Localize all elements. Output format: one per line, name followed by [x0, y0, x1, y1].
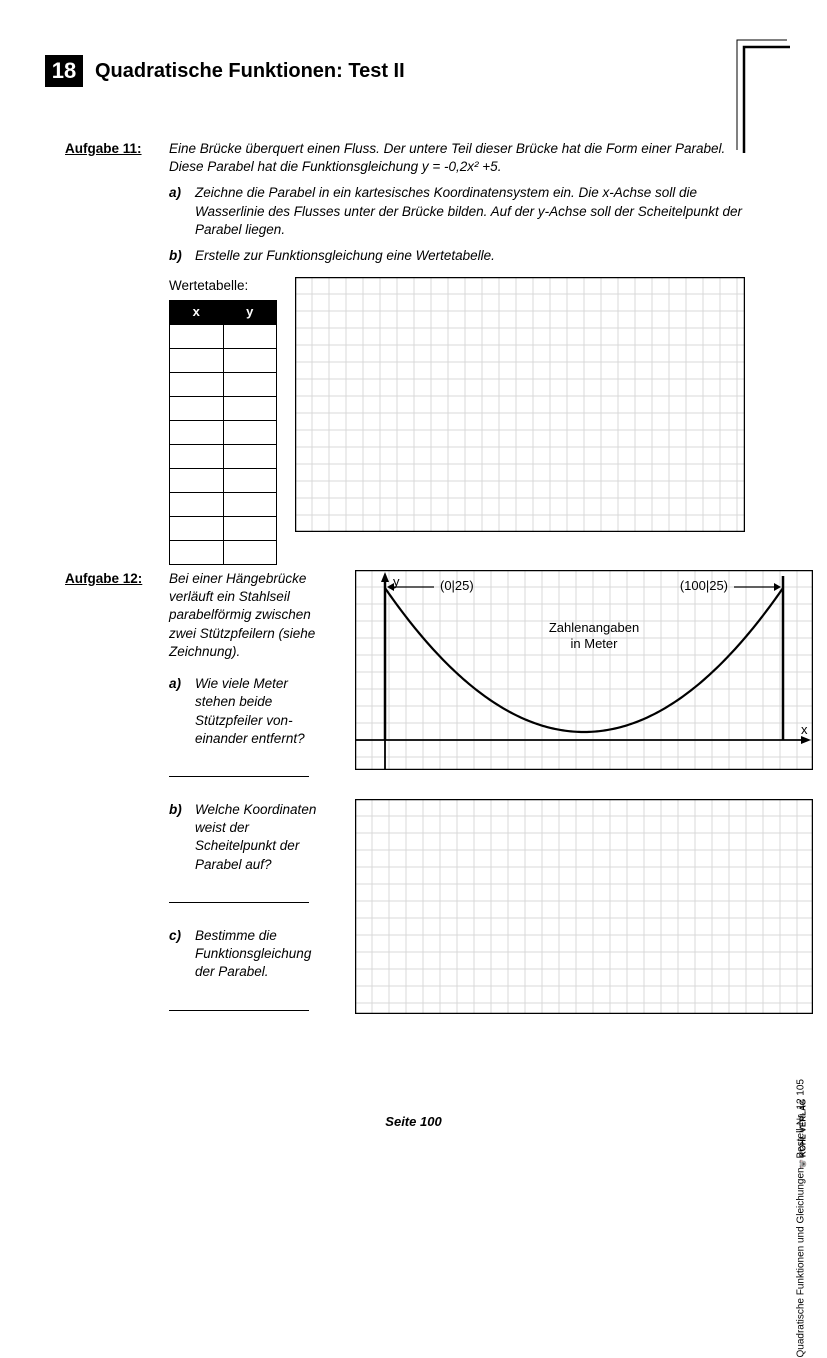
- page-title: Quadratische Funktionen: Test II: [95, 60, 405, 83]
- task-12-a-letter: a): [169, 675, 187, 748]
- task-12-b-text: Welche Koordi­naten weist der Scheitelpu…: [195, 801, 319, 874]
- task-11-b-letter: b): [169, 247, 187, 265]
- wertetabelle-label: Wertetabelle:: [169, 277, 277, 295]
- section-number-badge: 18: [45, 55, 83, 87]
- task-11: Aufgabe 11: Eine Brücke überquert einen …: [65, 140, 745, 565]
- wt-header-x: x: [170, 300, 224, 324]
- wertetabelle-table: x y: [169, 300, 277, 565]
- table-row: [170, 396, 277, 420]
- task-12-intro: Bei einer Hänge­brücke verläuft ein Stah…: [169, 571, 315, 659]
- table-row: [170, 324, 277, 348]
- task-11-b-text: Erstelle zur Funktionsgleichung eine Wer…: [195, 247, 745, 265]
- svg-text:(0|25): (0|25): [440, 578, 474, 593]
- task-12-c-letter: c): [169, 927, 187, 982]
- table-row: [170, 372, 277, 396]
- bridge-diagram: yx(0|25)(100|25)Zahlenangabenin Meter: [355, 570, 813, 770]
- footer-page-number: 100: [420, 1114, 442, 1129]
- table-row: [170, 516, 277, 540]
- wertetabelle-block: Wertetabelle: x y: [169, 277, 277, 564]
- answer-line-c: [169, 1010, 309, 1011]
- corner-decoration: [732, 35, 792, 155]
- task-11-intro: Eine Brücke überquert einen Fluss. Der u…: [169, 141, 725, 174]
- wt-header-y: y: [223, 300, 277, 324]
- worksheet-page: 18 Quadratische Funktionen: Test II Aufg…: [0, 0, 827, 1169]
- task-12-figures: yx(0|25)(100|25)Zahlenangabenin Meter: [355, 570, 815, 1019]
- task-12-blank-grid: [355, 799, 813, 1014]
- table-row: [170, 492, 277, 516]
- svg-text:in Meter: in Meter: [571, 636, 619, 651]
- page-header: 18 Quadratische Funktionen: Test II: [45, 55, 405, 87]
- svg-text:x: x: [801, 722, 808, 737]
- answer-line-b: [169, 902, 309, 903]
- page-footer: Seite 100: [0, 1114, 827, 1129]
- table-row: [170, 348, 277, 372]
- footer-prefix: Seite: [385, 1114, 420, 1129]
- task-12-b-letter: b): [169, 801, 187, 874]
- task-12: Aufgabe 12: Bei einer Hänge­brücke verlä…: [65, 570, 745, 1070]
- task-11-a-text: Zeichne die Parabel in ein kartesisches …: [195, 184, 745, 239]
- task-11-grid: [295, 277, 745, 564]
- answer-line-a: [169, 776, 309, 777]
- publisher-mark: 🐨 KOHL VERLAG: [798, 1099, 807, 1169]
- task-11-label: Aufgabe 11:: [65, 140, 155, 265]
- table-row: [170, 420, 277, 444]
- table-row: [170, 540, 277, 564]
- task-12-a-text: Wie viele Meter stehen beide Stützpfeile…: [195, 675, 319, 748]
- task-11-a-letter: a): [169, 184, 187, 239]
- task-12-c-text: Bestimme die Funktionsglei­chung der Par…: [195, 927, 319, 982]
- table-row: [170, 444, 277, 468]
- table-row: [170, 468, 277, 492]
- task-12-label: Aufgabe 12:: [65, 570, 155, 588]
- svg-text:(100|25): (100|25): [680, 578, 728, 593]
- svg-text:Zahlenangaben: Zahlenangaben: [549, 620, 639, 635]
